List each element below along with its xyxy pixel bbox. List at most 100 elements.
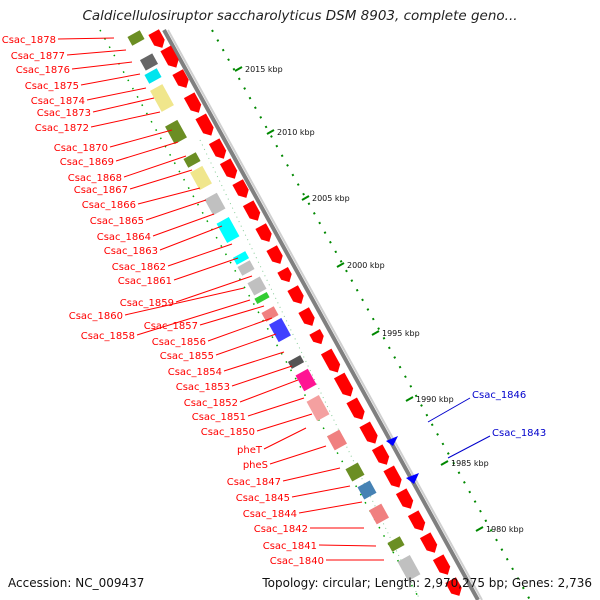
label-leader-line (80, 73, 141, 86)
gene-label[interactable]: Csac_1861 (118, 276, 172, 287)
gene-block-reverse[interactable] (139, 53, 159, 71)
gene-arrow-forward[interactable] (346, 397, 367, 422)
gene-arrow-forward[interactable] (407, 510, 428, 533)
gene-block-reverse[interactable] (232, 251, 250, 265)
scale-tick-label: 2010 kbp (277, 128, 315, 137)
gene-label[interactable]: Csac_1841 (263, 541, 317, 552)
gene-label[interactable]: Csac_1850 (201, 427, 255, 438)
gene-arrow-forward[interactable] (242, 200, 263, 223)
gene-block-reverse[interactable] (165, 119, 187, 145)
gene-arrow-forward[interactable] (172, 69, 191, 91)
gene-label[interactable]: Csac_1855 (160, 351, 214, 362)
gene-block-reverse[interactable] (237, 260, 255, 276)
gene-arrow-forward[interactable] (320, 348, 343, 376)
gene-label[interactable]: Csac_1858 (81, 331, 135, 342)
label-leader-line (447, 435, 491, 459)
gene-block-reverse[interactable] (345, 462, 365, 482)
gene-arrow-forward[interactable] (419, 532, 440, 555)
gene-block-reverse[interactable] (261, 306, 279, 322)
gene-label[interactable]: Csac_1851 (192, 412, 246, 423)
gene-arrow-forward[interactable] (219, 158, 240, 181)
gene-arrow-forward[interactable] (287, 285, 306, 307)
gene-label[interactable]: Csac_1852 (184, 398, 238, 409)
gene-block-reverse[interactable] (247, 276, 267, 296)
gene-label[interactable]: Csac_1864 (97, 232, 151, 243)
gene-block-reverse[interactable] (144, 68, 162, 84)
gene-arrow-forward[interactable] (309, 328, 326, 347)
gene-label[interactable]: pheT (237, 445, 263, 456)
gene-block-reverse[interactable] (387, 536, 405, 552)
gene-label[interactable]: Csac_1860 (69, 311, 123, 322)
gene-block-reverse[interactable] (327, 429, 347, 451)
gene-block-reverse[interactable] (254, 291, 270, 305)
gene-label[interactable]: Csac_1867 (74, 185, 128, 196)
gene-block-reverse[interactable] (369, 503, 389, 525)
gene-block-reverse[interactable] (357, 480, 377, 500)
gene-label[interactable]: Csac_1877 (11, 51, 65, 62)
gene-arrow-forward[interactable] (232, 179, 251, 201)
label-leader-line (152, 213, 215, 237)
gene-label[interactable]: Csac_1869 (60, 157, 114, 168)
gene-label[interactable]: Csac_1844 (243, 509, 297, 520)
gene-arrow-forward[interactable] (277, 266, 294, 285)
gene-block-reverse[interactable] (397, 554, 421, 582)
gene-arrow-forward[interactable] (298, 307, 317, 329)
gene-block-reverse[interactable] (216, 216, 240, 244)
gene-block-reverse[interactable] (287, 355, 305, 369)
gene-block-reverse[interactable] (127, 30, 145, 46)
gene-arrow-forward[interactable] (371, 444, 392, 467)
gene-block-reverse[interactable] (295, 368, 317, 392)
scale-tick-mark (371, 330, 380, 336)
gene-label[interactable]: Csac_1870 (54, 143, 108, 154)
gene-arrow-forward[interactable] (395, 488, 416, 511)
gene-arrow-forward[interactable] (333, 372, 356, 400)
gene-label[interactable]: Csac_1842 (254, 524, 308, 535)
gene-arrow-forward[interactable] (255, 223, 274, 245)
gene-arrow-forward[interactable] (195, 113, 216, 138)
gene-block-reverse[interactable] (183, 152, 201, 168)
gene-label[interactable]: Csac_1840 (270, 556, 324, 567)
gene-label[interactable]: Csac_1866 (82, 200, 136, 211)
gene-label[interactable]: Csac_1857 (144, 321, 198, 332)
gene-label[interactable]: Csac_1853 (176, 382, 230, 393)
gene-arrow-forward[interactable] (359, 421, 380, 446)
gene-block-reverse[interactable] (269, 317, 291, 343)
gene-label[interactable]: Csac_1846 (472, 390, 526, 401)
gene-arrow-csac-1843[interactable] (406, 473, 419, 484)
gene-arrow-forward[interactable] (432, 554, 453, 577)
gene-arrow-forward[interactable] (445, 577, 464, 599)
gene-label[interactable]: Csac_1856 (152, 337, 206, 348)
gene-arrow-forward[interactable] (266, 245, 285, 267)
gene-label[interactable]: Csac_1873 (37, 108, 91, 119)
gene-label[interactable]: Csac_1859 (120, 298, 174, 309)
label-leader-line (175, 275, 253, 303)
gene-label[interactable]: Csac_1862 (112, 262, 166, 273)
gene-label[interactable]: Csac_1863 (104, 246, 158, 257)
gene-label[interactable]: Csac_1875 (25, 81, 79, 92)
gene-label[interactable]: Csac_1865 (90, 216, 144, 227)
gene-block-reverse[interactable] (150, 84, 174, 112)
gene-label[interactable]: Csac_1843 (492, 428, 546, 439)
gene-label[interactable]: pheS (243, 460, 268, 471)
gene-block-reverse[interactable] (306, 394, 330, 422)
gene-arrow-forward[interactable] (383, 465, 404, 490)
gene-label[interactable]: Csac_1876 (16, 65, 70, 76)
gene-track[interactable] (148, 29, 464, 599)
gene-arrow-forward[interactable] (208, 138, 229, 161)
gene-label[interactable]: Csac_1874 (31, 96, 85, 107)
gene-block-reverse[interactable] (190, 165, 212, 191)
gene-arrow-forward[interactable] (148, 29, 167, 51)
reverse-gene-track[interactable] (127, 30, 421, 582)
gene-label[interactable]: Csac_1872 (35, 123, 89, 134)
gene-arrow-csac-1846[interactable] (386, 436, 398, 446)
gene-arrow-forward[interactable] (160, 45, 181, 70)
gene-label[interactable]: Csac_1854 (168, 367, 222, 378)
gene-block-reverse[interactable] (204, 192, 226, 216)
gene-label[interactable]: Csac_1847 (227, 477, 281, 488)
gene-label[interactable]: Csac_1868 (68, 173, 122, 184)
gene-arrow-forward[interactable] (183, 92, 204, 115)
gene-label[interactable]: Csac_1878 (2, 35, 56, 46)
gene-label[interactable]: Csac_1845 (236, 493, 290, 504)
